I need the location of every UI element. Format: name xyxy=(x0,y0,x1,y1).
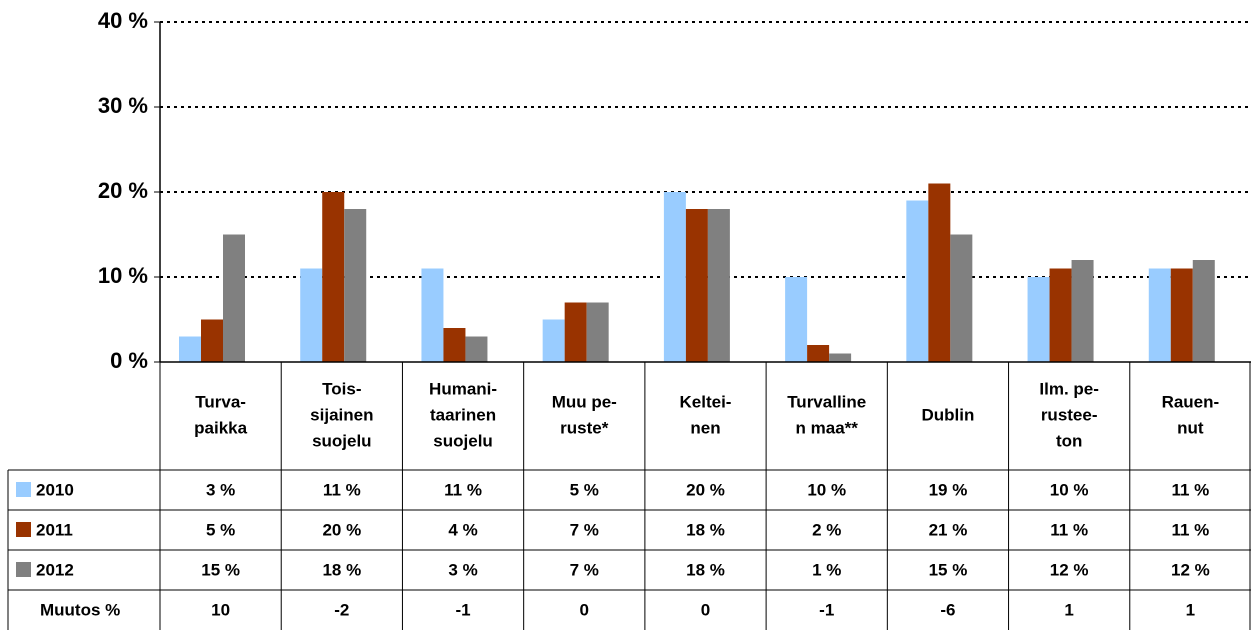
data-label: 12 % xyxy=(1171,560,1210,579)
data-label: 5 % xyxy=(206,520,235,539)
bar xyxy=(223,234,245,362)
data-label: 18 % xyxy=(686,520,725,539)
bar xyxy=(586,302,609,362)
y-tick-label: 40 % xyxy=(98,8,148,33)
data-label: 12 % xyxy=(1050,560,1089,579)
data-label: 15 % xyxy=(201,560,240,579)
data-label: 11 % xyxy=(323,480,361,499)
bar xyxy=(807,345,830,362)
bar xyxy=(179,336,201,362)
bar xyxy=(707,209,730,362)
bar xyxy=(564,302,587,362)
bar xyxy=(1170,268,1193,362)
y-tick-label: 30 % xyxy=(98,93,148,118)
bar xyxy=(663,192,686,362)
data-label: 10 % xyxy=(1050,480,1089,499)
data-label: 1 % xyxy=(812,560,841,579)
data-label: 11 % xyxy=(444,480,482,499)
data-label: 11 % xyxy=(1171,480,1209,499)
data-label: 18 % xyxy=(322,560,361,579)
data-label: 5 % xyxy=(570,480,599,499)
bar xyxy=(685,209,708,362)
change-value: -2 xyxy=(334,600,349,619)
x-tick-label: ton xyxy=(1056,431,1082,450)
data-label: 10 % xyxy=(807,480,846,499)
legend-swatch xyxy=(16,522,31,537)
bar xyxy=(950,234,973,362)
x-tick-label: Humani- xyxy=(429,379,497,398)
bar xyxy=(1049,268,1072,362)
legend-label: 2012 xyxy=(36,560,74,579)
bar xyxy=(465,336,488,362)
x-tick-label: Dublin xyxy=(921,405,974,424)
row-label: Muutos % xyxy=(40,600,120,619)
y-tick-label: 10 % xyxy=(98,263,148,288)
change-value: 0 xyxy=(580,600,589,619)
bar xyxy=(1148,268,1171,362)
change-value: 10 xyxy=(211,600,230,619)
change-value: 1 xyxy=(1186,600,1195,619)
data-label: 21 % xyxy=(929,520,968,539)
change-value: 0 xyxy=(701,600,710,619)
x-tick-label: sijainen xyxy=(310,405,373,424)
legend-label: 2011 xyxy=(36,520,73,539)
x-tick-label: n maa** xyxy=(796,418,859,437)
bar xyxy=(785,277,808,362)
x-tick-label: Tois- xyxy=(322,379,361,398)
change-value: 1 xyxy=(1064,600,1073,619)
y-tick-label: 0 % xyxy=(110,348,148,373)
bar xyxy=(906,200,929,362)
data-label: 7 % xyxy=(570,520,599,539)
change-value: -6 xyxy=(940,600,955,619)
x-tick-label: Ilm. pe- xyxy=(1039,379,1099,398)
bar xyxy=(928,183,951,362)
data-label: 18 % xyxy=(686,560,725,579)
data-label: 7 % xyxy=(570,560,599,579)
x-tick-label: rustee- xyxy=(1041,405,1098,424)
bar xyxy=(300,268,323,362)
x-tick-label: ruste* xyxy=(560,418,609,437)
x-tick-label: Muu pe- xyxy=(552,392,617,411)
x-tick-label: suojelu xyxy=(312,431,372,450)
x-tick-label: suojelu xyxy=(433,431,493,450)
data-label: 20 % xyxy=(322,520,361,539)
bar xyxy=(829,353,852,362)
change-value: -1 xyxy=(819,600,834,619)
y-tick-label: 20 % xyxy=(98,178,148,203)
data-label: 3 % xyxy=(206,480,235,499)
legend-swatch xyxy=(16,562,31,577)
bar xyxy=(1071,260,1094,362)
data-label: 19 % xyxy=(929,480,968,499)
x-tick-label: taarinen xyxy=(430,405,496,424)
x-tick-label: paikka xyxy=(194,418,247,437)
x-tick-label: nut xyxy=(1177,418,1204,437)
x-tick-label: Turvalline xyxy=(787,392,866,411)
x-tick-label: nen xyxy=(690,418,720,437)
data-label: 2 % xyxy=(812,520,841,539)
data-label: 11 % xyxy=(1050,520,1088,539)
data-label: 4 % xyxy=(448,520,477,539)
bar xyxy=(1027,277,1050,362)
data-label: 20 % xyxy=(686,480,725,499)
x-tick-label: Turva- xyxy=(195,392,246,411)
bar xyxy=(1192,260,1215,362)
bar xyxy=(322,192,345,362)
x-tick-label: Keltei- xyxy=(680,392,732,411)
legend-label: 2010 xyxy=(36,480,74,499)
data-label: 3 % xyxy=(448,560,477,579)
bar xyxy=(443,328,466,362)
bar xyxy=(542,319,565,362)
change-value: -1 xyxy=(455,600,470,619)
bar xyxy=(421,268,444,362)
data-label: 11 % xyxy=(1171,520,1209,539)
bar xyxy=(344,209,367,362)
x-tick-label: Rauen- xyxy=(1162,392,1220,411)
data-label: 15 % xyxy=(929,560,968,579)
legend-swatch xyxy=(16,482,31,497)
bar xyxy=(201,319,223,362)
